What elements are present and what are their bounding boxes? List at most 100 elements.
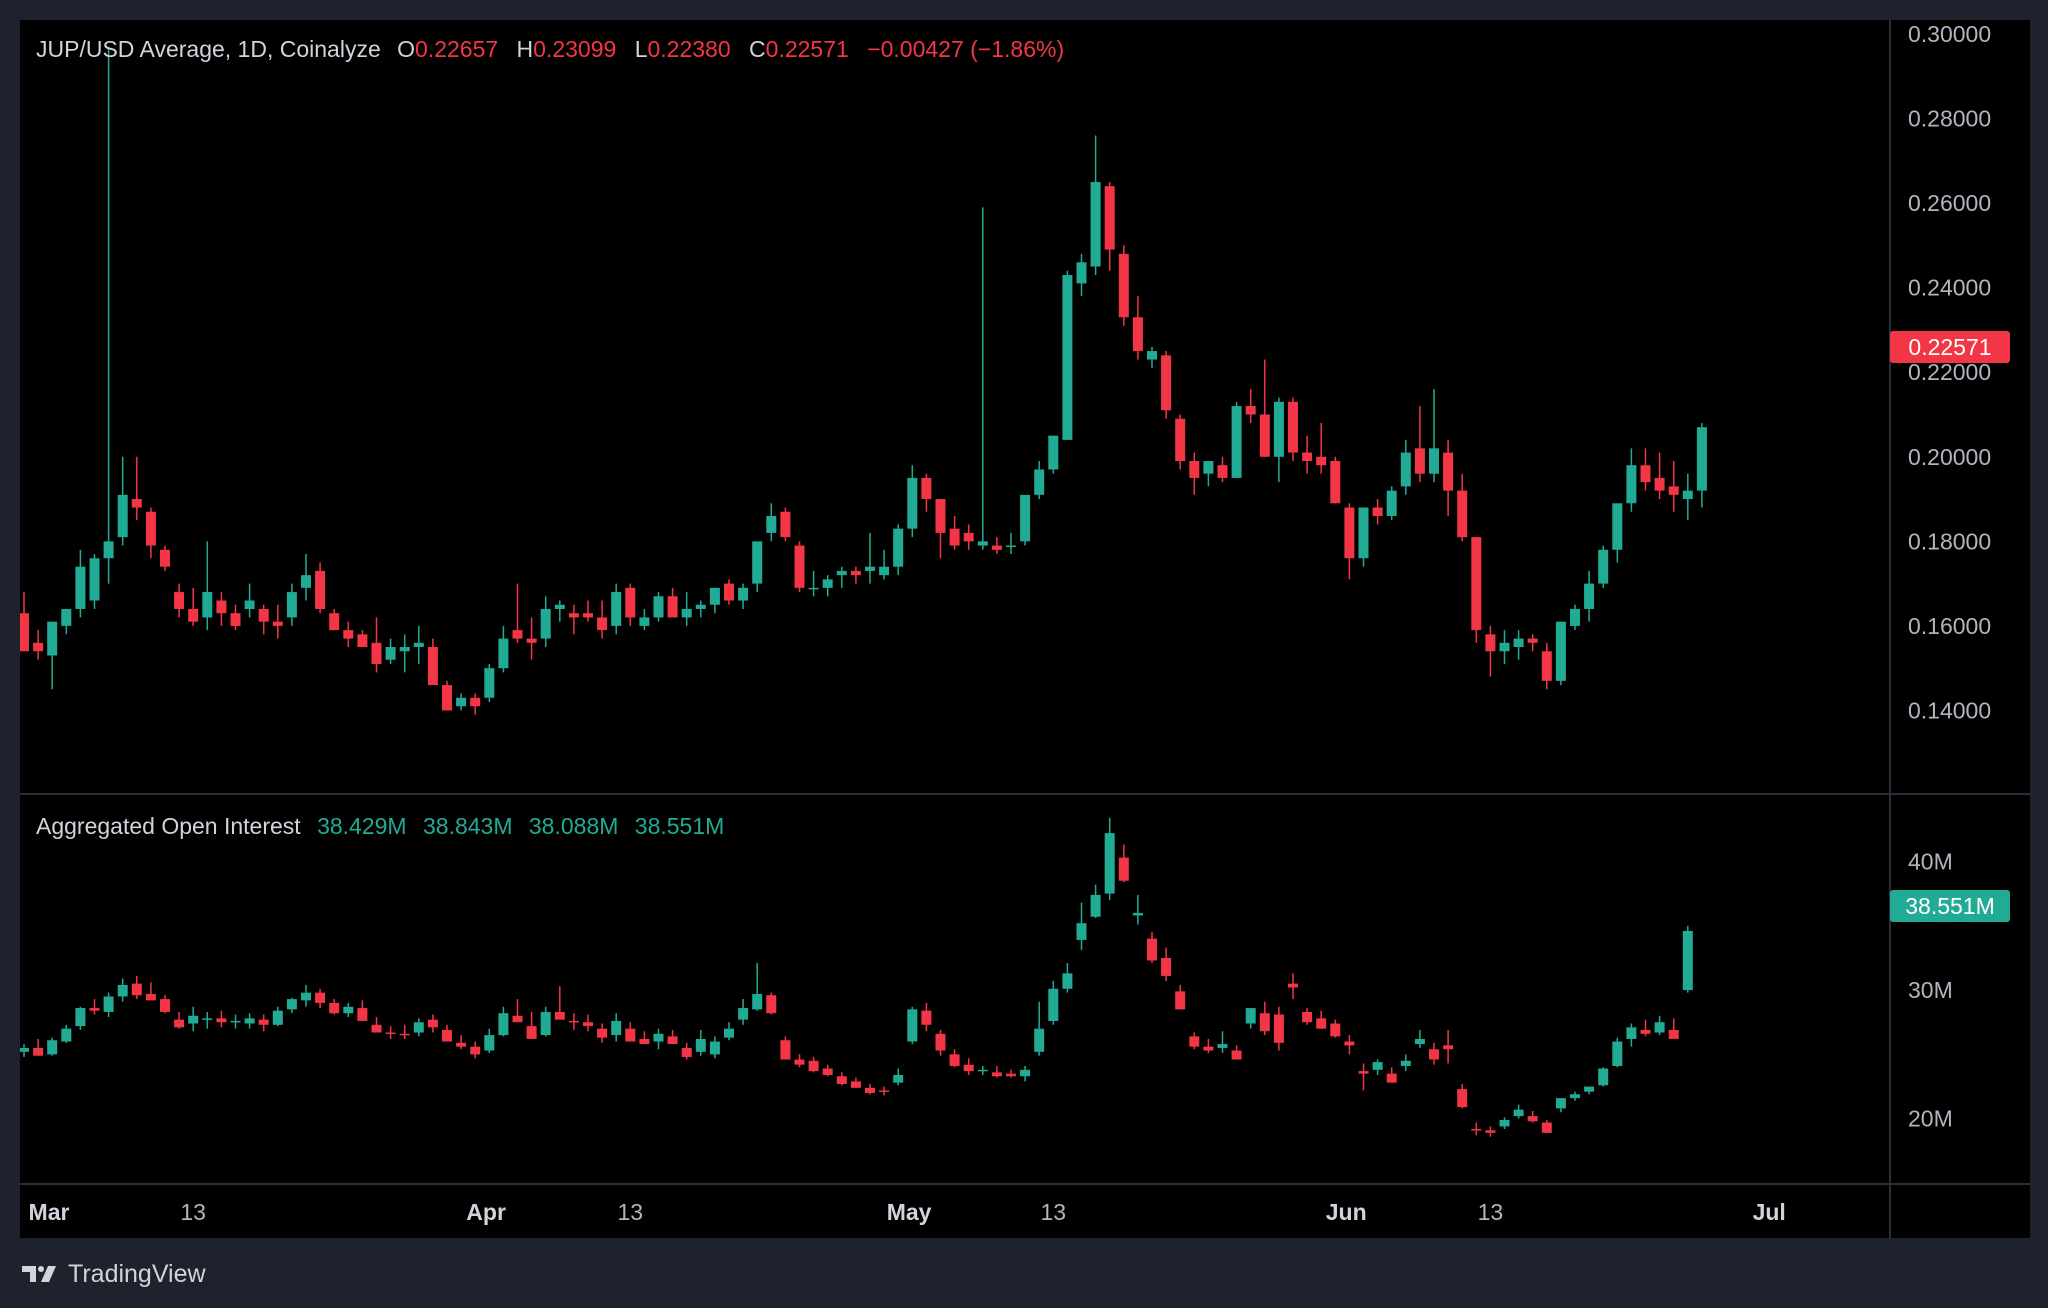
oi-candle [1527,1116,1538,1122]
oi-candle [272,1010,283,1025]
oi-candle [1668,1029,1679,1039]
oi-candle [1570,1094,1580,1099]
price-axis-tick: 0.16000 [1908,613,1991,639]
price-candle [1259,414,1270,457]
price-candle [639,617,650,626]
oi-legend-title: Aggregated Open Interest [36,813,301,839]
oi-candle [1598,1068,1609,1086]
price-candle [1612,503,1623,550]
open-value: 0.22657 [415,36,499,62]
price-candle [667,596,678,618]
price-candle [794,545,805,588]
oi-candle [484,1035,495,1051]
oi-candle [1443,1045,1454,1050]
oi-candle [160,999,170,1012]
price-candle [160,549,170,567]
price-candle [413,642,424,648]
price-candle [202,592,213,618]
price-candle [1020,494,1031,542]
price-candle [808,587,819,590]
price-candle [724,583,734,601]
low-label: L [634,36,648,62]
oi-candle [907,1009,918,1042]
price-candle [188,608,199,622]
oi-candle [752,993,763,1010]
time-axis-tick: May [887,1199,932,1225]
oi-candle [442,1029,452,1042]
oi-candle [1259,1013,1270,1032]
chart-area[interactable]: 0.30000 0.28000 0.26000 0.24000 0.22000 0.200… [20,20,2030,1238]
price-candle [512,630,523,639]
oi-candle [1584,1086,1595,1092]
price-legend-title: JUP/USD Average, 1D, Coinalyze [36,36,381,62]
oi-candle [329,1002,340,1014]
oi-candle [1471,1128,1482,1131]
oi-candle [244,1018,255,1024]
price-candle [963,532,974,542]
price-candle [1527,638,1538,643]
oi-candle [470,1046,481,1055]
price-legend: JUP/USD Average, 1D, Coinalyze O0.22657 … [36,36,1074,63]
oi-candle [145,993,156,1001]
price-candle [343,630,354,639]
oi-candle [117,984,128,997]
tradingview-brand[interactable]: TradingView [22,1258,206,1290]
price-candle [1414,448,1425,474]
oi-candle [1034,1028,1045,1052]
oi-candle [639,1038,650,1045]
brand-label: TradingView [68,1259,206,1288]
oi-candle [991,1072,1002,1077]
low-value: 0.22380 [647,36,731,62]
close-label: C [749,36,766,62]
price-candle [258,608,269,622]
oi-candle [963,1064,974,1072]
price-axis-tick: 0.20000 [1908,444,1991,470]
oi-close-value: 38.551M [634,813,725,839]
price-candle [583,613,593,618]
oi-candle [1006,1073,1016,1077]
price-candle [1598,549,1609,584]
price-candle [385,647,396,660]
price-candle [836,570,847,576]
oi-candle [456,1042,467,1047]
price-candle [484,668,495,698]
oi-candle [357,1008,368,1021]
price-candle [1175,418,1186,462]
oi-candle [1457,1089,1468,1108]
price-candle [752,541,763,584]
oi-candle [568,1020,579,1023]
oi-candle [1189,1036,1200,1047]
price-candle [1386,490,1397,516]
price-candle [1668,486,1679,495]
price-candle [1161,355,1172,411]
oi-candle [526,1026,537,1039]
price-candle [1147,351,1157,360]
price-candle [949,528,960,546]
high-label: H [516,36,534,62]
price-candle [1288,401,1298,453]
price-axis-tick: 0.26000 [1908,190,1991,216]
price-candle [597,617,608,631]
oi-candle [75,1008,86,1027]
oi-candle [1330,1023,1341,1037]
price-candle [1062,274,1073,440]
oi-candle [836,1076,847,1084]
price-candle [117,494,128,538]
oi-candle [865,1087,875,1093]
price-candle [611,592,622,626]
oi-candle [808,1060,819,1072]
price-candle [399,647,410,652]
price-candle [935,499,946,533]
price-candle [1584,583,1595,609]
price-candle [921,477,932,500]
price-candle [216,600,227,614]
oi-candle [1654,1022,1665,1033]
price-candle [1570,608,1580,626]
oi-candle [1626,1027,1637,1039]
oi-candle [371,1024,382,1033]
price-candle [780,511,791,538]
oi-candle [301,992,311,1001]
price-candle [865,566,875,571]
oi-candle [709,1041,720,1055]
oi-candle [498,1013,509,1036]
